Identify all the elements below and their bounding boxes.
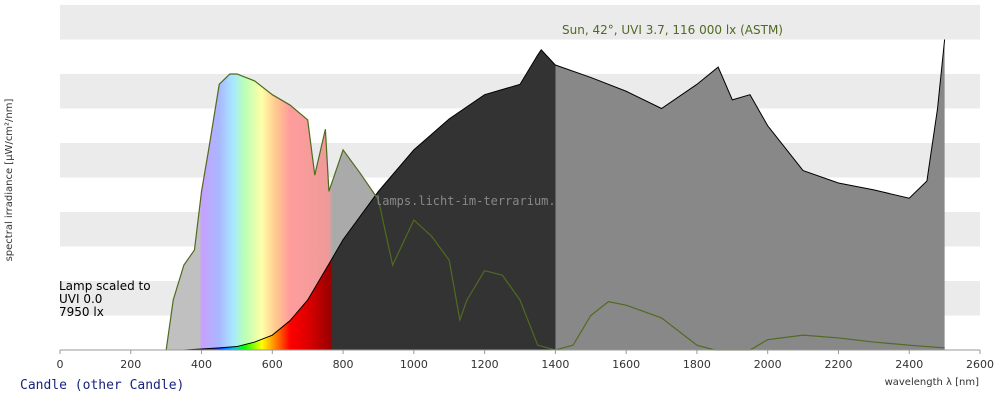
x-tick-label: 1600 (612, 358, 640, 371)
x-tick-label: 1000 (400, 358, 428, 371)
x-tick-label: 0 (57, 358, 64, 371)
y-axis-label: spectral irradiance [µW/cm²/nm] (4, 98, 15, 261)
legend-entry: Candle (other Candle) (20, 378, 184, 393)
lamp-line (183, 39, 946, 351)
x-tick-label: 1400 (541, 358, 569, 371)
lamp-note: Lamp scaled to (59, 279, 151, 293)
x-tick-label: 1200 (471, 358, 499, 371)
x-tick-label: 2600 (966, 358, 994, 371)
x-tick-label: 400 (191, 358, 212, 371)
lamp-area (183, 39, 945, 350)
lamp-note: 7950 lx (59, 305, 104, 319)
x-tick-label: 800 (333, 358, 354, 371)
sun-line (165, 73, 945, 351)
x-tick-label: 600 (262, 358, 283, 371)
x-tick-label: 200 (120, 358, 141, 371)
lamp-note: UVI 0.0 (59, 292, 102, 306)
watermark: lamps.licht-im-terrarium.de>847 (375, 194, 599, 208)
x-tick-label: 2400 (895, 358, 923, 371)
sun-label: Sun, 42°, UVI 3.7, 116 000 lx (ASTM) (562, 23, 783, 37)
x-tick-label: 2000 (754, 358, 782, 371)
x-tick-label: 2200 (824, 358, 852, 371)
grid-band (60, 5, 980, 40)
x-tick-label: 1800 (683, 358, 711, 371)
x-axis-label: wavelength λ [nm] (885, 377, 980, 388)
